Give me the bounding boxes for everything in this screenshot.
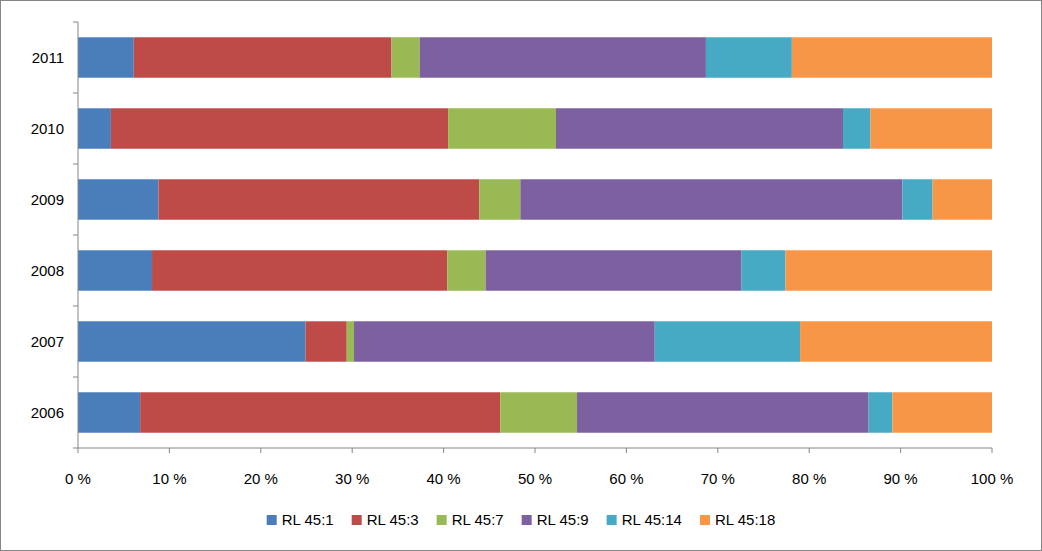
y-tick xyxy=(73,22,78,23)
bar-segment xyxy=(78,179,158,219)
y-tick xyxy=(73,377,78,378)
bar-segment xyxy=(706,37,792,77)
x-tick-label: 40 % xyxy=(426,470,460,487)
y-tick-label: 2009 xyxy=(31,191,64,208)
bar-segment xyxy=(869,392,893,432)
legend-item: RL 45:3 xyxy=(352,511,419,528)
x-tick xyxy=(535,448,536,453)
y-tick-label: 2010 xyxy=(31,120,64,137)
bar-segment xyxy=(800,321,992,361)
y-tick xyxy=(73,306,78,307)
x-tick-label: 60 % xyxy=(609,470,643,487)
bar-segment xyxy=(420,37,706,77)
bar-segment xyxy=(78,250,152,290)
x-tick xyxy=(352,448,353,453)
legend-label: RL 45:3 xyxy=(367,511,419,528)
legend-swatch xyxy=(267,515,277,525)
bar-segment xyxy=(902,179,932,219)
x-tick xyxy=(717,448,718,453)
x-tick xyxy=(443,448,444,453)
x-tick-label: 50 % xyxy=(518,470,552,487)
legend-item: RL 45:9 xyxy=(522,511,589,528)
bar-segment xyxy=(655,321,800,361)
x-tick-label: 0 % xyxy=(65,470,91,487)
bar-segment xyxy=(870,108,992,148)
x-tick xyxy=(260,448,261,453)
bar-segment xyxy=(78,321,306,361)
x-tick-label: 100 % xyxy=(971,470,1014,487)
y-tick-label: 2011 xyxy=(32,49,64,66)
y-tick xyxy=(73,164,78,165)
x-tick xyxy=(626,448,627,453)
bar-segment xyxy=(486,250,742,290)
legend-item: RL 45:7 xyxy=(437,511,504,528)
y-tick xyxy=(73,448,78,449)
legend-swatch xyxy=(607,515,617,525)
bar-segment xyxy=(140,392,500,432)
legend-item: RL 45:18 xyxy=(700,511,775,528)
chart: 2006 2007 2008 2009 2010 2011 0 % 10 % 20 % 30 % 4… xyxy=(0,0,1042,551)
bar-segment xyxy=(78,392,140,432)
bar-segment xyxy=(354,321,655,361)
x-tick-label: 80 % xyxy=(792,470,826,487)
legend-item: RL 45:1 xyxy=(267,511,334,528)
bar-segment xyxy=(111,108,448,148)
x-tick-label: 90 % xyxy=(883,470,917,487)
bar-segment xyxy=(792,37,992,77)
bars xyxy=(78,37,992,432)
x-tick xyxy=(809,448,810,453)
y-tick-label: 2006 xyxy=(31,404,64,421)
x-tick-label: 20 % xyxy=(244,470,278,487)
bar-segment xyxy=(892,392,992,432)
x-tick xyxy=(992,448,993,453)
y-tick-label: 2007 xyxy=(31,333,64,350)
bar-segment xyxy=(347,321,354,361)
y-tick xyxy=(73,93,78,94)
legend: RL 45:1 RL 45:3 RL 45:7 RL 45:9 RL 45:14 RL 4… xyxy=(267,511,776,528)
bar-segment xyxy=(447,250,485,290)
bar-segment xyxy=(933,179,992,219)
bar-segment xyxy=(843,108,870,148)
bar-segment xyxy=(134,37,392,77)
bar-segment xyxy=(448,108,556,148)
y-tick xyxy=(73,235,78,236)
bar-segment xyxy=(78,37,134,77)
legend-swatch xyxy=(522,515,532,525)
legend-swatch xyxy=(437,515,447,525)
x-tick-label: 70 % xyxy=(701,470,735,487)
bar-segment xyxy=(577,392,869,432)
legend-label: RL 45:14 xyxy=(622,511,682,528)
x-tick xyxy=(78,448,79,453)
y-tick-label: 2008 xyxy=(31,262,64,279)
x-tick xyxy=(900,448,901,453)
x-tick-label: 10 % xyxy=(152,470,186,487)
bar-segment xyxy=(520,179,902,219)
x-tick-label: 30 % xyxy=(335,470,369,487)
legend-label: RL 45:1 xyxy=(282,511,334,528)
legend-label: RL 45:18 xyxy=(715,511,775,528)
bar-segment xyxy=(392,37,420,77)
chart-frame xyxy=(1,1,1042,551)
legend-label: RL 45:7 xyxy=(452,511,504,528)
legend-swatch xyxy=(352,515,362,525)
bar-segment xyxy=(500,392,577,432)
legend-label: RL 45:9 xyxy=(537,511,589,528)
x-tick xyxy=(169,448,170,453)
bar-segment xyxy=(556,108,843,148)
legend-swatch xyxy=(700,515,710,525)
bar-segment xyxy=(479,179,520,219)
bar-segment xyxy=(158,179,479,219)
bar-segment xyxy=(78,108,111,148)
bar-segment xyxy=(785,250,992,290)
bar-segment xyxy=(306,321,347,361)
legend-item: RL 45:14 xyxy=(607,511,682,528)
bar-segment xyxy=(152,250,447,290)
bar-segment xyxy=(742,250,786,290)
